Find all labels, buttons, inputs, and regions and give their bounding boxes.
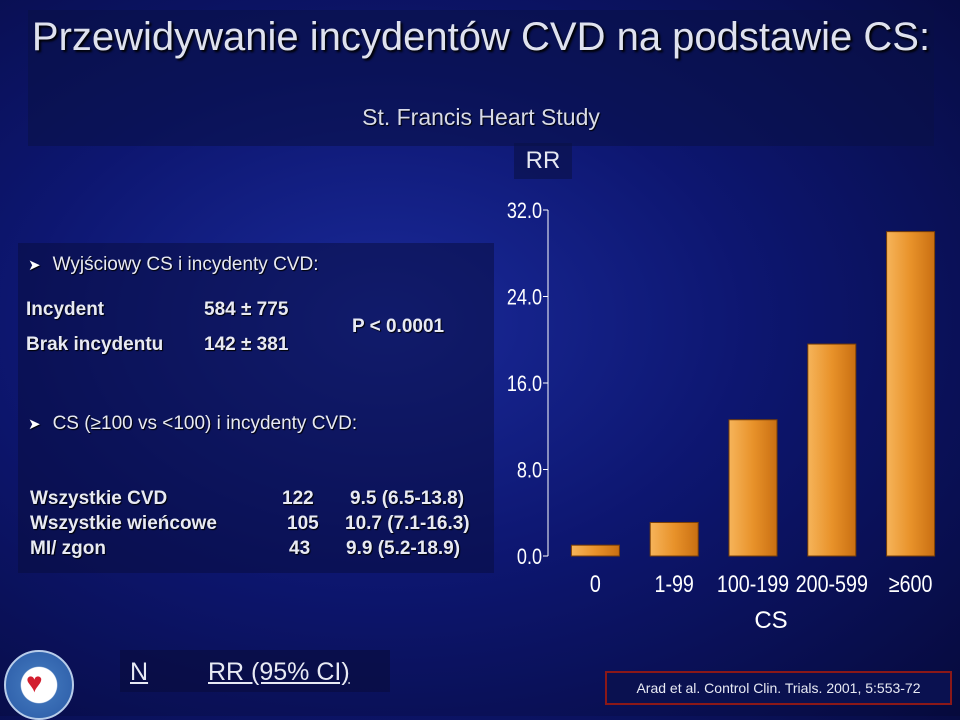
y-tick-label: 8.0 [517, 459, 542, 483]
row-label: MI/ zgon [30, 538, 106, 559]
row-n: 43 [289, 538, 311, 559]
y-tick-label: 32.0 [507, 199, 542, 223]
bullet-baseline-cs: ➤ Wyjściowy CS i incydenty CVD: [28, 254, 318, 276]
brak-incydentu-value: 142 ± 381 [204, 334, 289, 355]
bar [728, 419, 778, 557]
row-n: 122 [282, 488, 314, 509]
chart-y-axis-title: RR [514, 143, 572, 179]
row-label: Wszystkie wieńcowe [30, 513, 217, 534]
row-n: 105 [287, 513, 319, 534]
x-axis-title: CS [754, 607, 787, 634]
row-rr: 10.7 (7.1-16.3) [345, 513, 470, 534]
x-tick-label: 1-99 [655, 570, 694, 597]
x-tick-label: 200-599 [796, 570, 868, 597]
society-logo: ♥ [4, 650, 74, 720]
column-header-panel [120, 650, 390, 692]
column-header-n: N [130, 658, 149, 686]
y-tick-label: 0.0 [517, 545, 542, 569]
bar [886, 231, 936, 557]
bar [807, 343, 857, 557]
y-tick-label: 16.0 [507, 372, 542, 396]
arrow-bullet-icon: ➤ [28, 416, 41, 433]
x-tick-label: ≥600 [889, 570, 933, 597]
row-rr: 9.5 (6.5-13.8) [350, 488, 465, 509]
title-panel [28, 10, 934, 146]
y-tick-label: 24.0 [507, 286, 542, 310]
incydent-label: Incydent [26, 299, 105, 320]
row-rr: 9.9 (5.2-18.9) [346, 538, 461, 559]
row-label: Wszystkie CVD [30, 488, 168, 509]
incydent-value: 584 ± 775 [204, 299, 289, 320]
bar [649, 521, 699, 557]
brak-incydentu-label: Brak incydentu [26, 334, 164, 355]
slide-title: Przewidywanie incydentów CVD na podstawi… [31, 15, 931, 59]
x-tick-label: 100-199 [717, 570, 789, 597]
arrow-bullet-icon: ➤ [28, 257, 41, 274]
heart-icon: ♥ [26, 667, 43, 698]
column-header-rr: RR (95% CI) [208, 658, 350, 686]
bullet-cs-threshold-text: CS (≥100 vs <100) i incydenty CVD: [52, 413, 358, 434]
citation: Arad et al. Control Clin. Trials. 2001, … [605, 671, 952, 705]
x-tick-label: 0 [590, 570, 601, 597]
info-panel [18, 243, 494, 573]
slide-subtitle: St. Francis Heart Study [362, 104, 600, 130]
bullet-baseline-cs-text: Wyjściowy CS i incydenty CVD: [52, 254, 319, 275]
bar [570, 544, 620, 557]
bullet-cs-threshold: ➤ CS (≥100 vs <100) i incydenty CVD: [28, 413, 357, 435]
p-value: P < 0.0001 [352, 316, 445, 337]
